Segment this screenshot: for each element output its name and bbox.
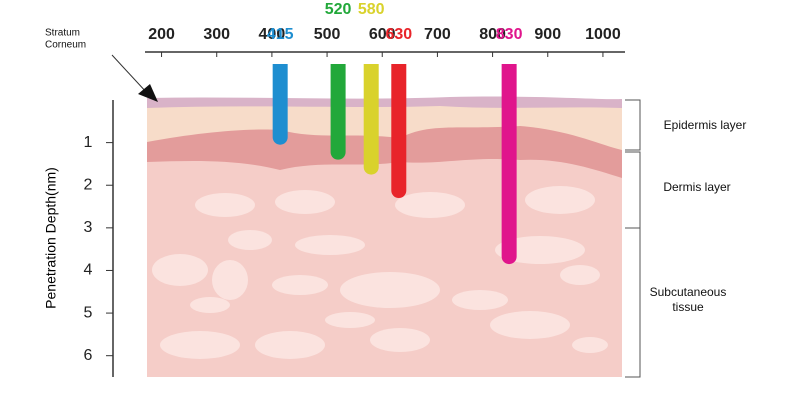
subcutaneous-label: Subcutaneous	[650, 285, 727, 299]
y-tick-label: 3	[84, 219, 93, 236]
x-tick-label: 300	[203, 26, 230, 43]
x-tick-label: 200	[148, 26, 175, 43]
y-tick-label: 4	[84, 262, 93, 279]
y-axis-label: Penetration Depth(nm)	[43, 167, 59, 309]
dermis-label: Dermis layer	[663, 180, 730, 194]
depth-bar	[330, 64, 346, 160]
y-tick-label: 1	[84, 134, 93, 151]
x-tick-label: 1000	[585, 26, 621, 43]
depth-bar	[272, 64, 288, 145]
stratum-label: Stratum	[45, 28, 80, 39]
subcutaneous-label: tissue	[672, 300, 704, 314]
epidermis-label: Epidermis layer	[664, 118, 747, 132]
wavelength-label: 830	[496, 26, 523, 43]
depth-bar	[501, 64, 517, 265]
x-tick-label: 600	[369, 26, 396, 43]
stratum-arrow-line	[111, 54, 149, 95]
x-tick-label: 500	[314, 26, 341, 43]
fat-cells	[152, 186, 608, 359]
stratum-label: Corneum	[45, 40, 86, 51]
wavelength-label: 580	[358, 1, 385, 18]
x-tick-label: 700	[424, 26, 451, 43]
wavelength-label: 520	[325, 1, 352, 18]
skin-illustration	[147, 96, 622, 377]
depth-bar	[391, 64, 407, 199]
stratum-arrow-head	[138, 84, 158, 102]
y-tick-label: 5	[84, 304, 93, 321]
x-tick-label: 900	[534, 26, 561, 43]
x-tick-label: 800	[479, 26, 506, 43]
layer-brackets	[625, 99, 641, 378]
y-tick-label: 6	[84, 347, 93, 364]
depth-bar	[363, 64, 379, 175]
stratum-corneum-band	[147, 96, 622, 108]
wavelength-label: 415	[267, 26, 294, 43]
x-tick-label: 400	[259, 26, 286, 43]
y-tick-label: 2	[84, 176, 93, 193]
wavelength-label: 630	[385, 26, 412, 43]
